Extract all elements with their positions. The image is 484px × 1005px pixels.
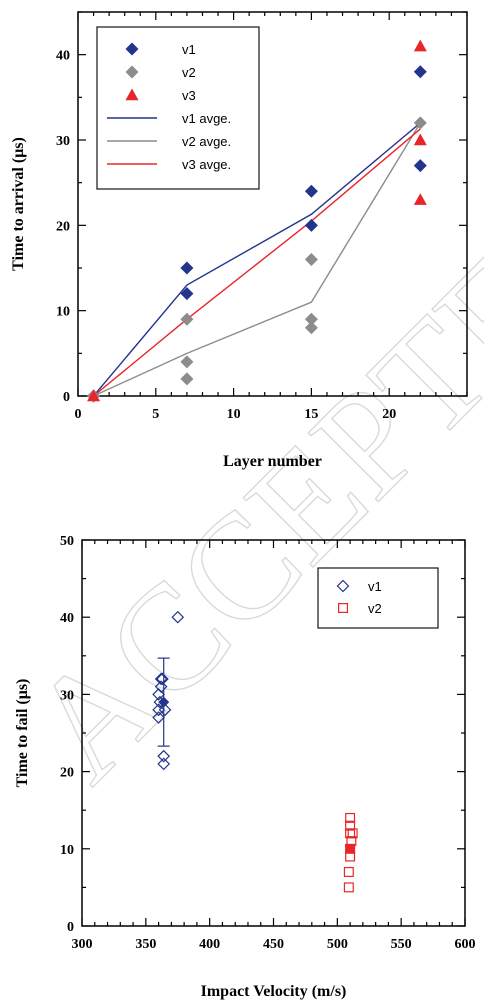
v2-point <box>304 252 318 266</box>
v1-point <box>158 703 172 717</box>
v2-avge-line <box>93 122 421 397</box>
legend-swatch-marker <box>125 88 139 101</box>
legend-label: v1 <box>182 42 196 57</box>
legend-label: v2 avge. <box>182 134 231 149</box>
legend-swatch-marker <box>125 42 139 56</box>
v2-point <box>345 820 356 831</box>
failure-y-axis-title: Time to fail (μs) <box>14 679 31 788</box>
failure-legend-box <box>317 567 439 629</box>
v1-avge-line <box>93 122 421 397</box>
v1-point <box>152 688 165 701</box>
v2-point <box>343 866 354 877</box>
failure-x-tick-label: 550 <box>391 937 412 952</box>
failure-x-tick-label: 450 <box>263 937 284 952</box>
legend-swatch-marker <box>125 65 139 79</box>
failure-x-tick-label: 300 <box>72 937 93 952</box>
v2-point <box>180 312 194 326</box>
v2-point <box>180 355 194 369</box>
v2-point <box>343 882 354 893</box>
failure-y-tick-label: 30 <box>60 688 74 703</box>
arrival-x-axis-title: Layer number <box>223 453 322 470</box>
arrival-y-tick-label: 30 <box>56 134 70 149</box>
arrival-legend-box <box>96 26 260 190</box>
v2-point <box>304 321 318 335</box>
v2-point <box>413 116 427 130</box>
v1-point <box>304 218 318 232</box>
arrival-y-tick-label: 40 <box>56 49 70 64</box>
failure-y-tick-label: 10 <box>60 843 74 858</box>
failure-time-chart: 300 350 400 450 500 550 600 0 10 20 30 40 50 Impact V… <box>14 534 476 1000</box>
v1-point <box>154 672 168 686</box>
v3-avge-line <box>93 128 421 397</box>
v1-point <box>413 65 427 79</box>
arrival-y-axis-title: Time to arrival (μs) <box>10 137 27 271</box>
v1-point <box>180 287 194 301</box>
failure-x-tick-label: 600 <box>455 937 476 952</box>
failure-x-tick-label: 400 <box>199 937 220 952</box>
arrival-y-tick-label: 20 <box>56 219 70 234</box>
legend-swatch-marker <box>338 602 349 613</box>
arrival-x-tick-label: 10 <box>227 407 241 422</box>
failure-y-tick-label: 0 <box>67 920 74 935</box>
v1-point <box>171 610 185 624</box>
v1-point <box>152 703 165 717</box>
v1-point <box>180 261 194 275</box>
arrival-time-chart: 0 5 10 15 20 0 10 20 30 40 Layer number Time to arr… <box>10 11 468 470</box>
arrival-y-tick-label: 10 <box>56 305 70 320</box>
legend-label: v3 avge. <box>182 157 231 172</box>
legend-label: v1 <box>368 579 382 594</box>
v3-point <box>87 389 101 402</box>
v1-point <box>413 159 427 173</box>
v1-point <box>157 749 171 763</box>
arrival-x-tick-label: 0 <box>75 407 82 422</box>
legend-label: v1 avge. <box>182 111 231 126</box>
v1-point <box>154 680 168 694</box>
arrival-y-tick-label: 0 <box>63 390 70 405</box>
v3-point <box>413 39 427 52</box>
legend-label: v3 <box>182 88 196 103</box>
v2-mean-point <box>345 844 355 854</box>
v1-point <box>304 184 318 198</box>
v2-point <box>347 828 358 839</box>
v1-point <box>152 711 165 724</box>
v1-point <box>157 757 171 771</box>
arrival-plot-frame <box>77 11 468 397</box>
arrival-x-tick-label: 20 <box>382 407 396 422</box>
failure-y-tick-label: 20 <box>60 766 74 781</box>
legend-label: v2 <box>182 65 196 80</box>
v2-point <box>304 312 318 326</box>
legend-label: v2 <box>368 601 382 616</box>
failure-x-tick-label: 500 <box>327 937 348 952</box>
arrival-x-tick-label: 5 <box>152 407 159 422</box>
v2-point <box>180 372 194 386</box>
v1-mean-point <box>158 696 170 708</box>
failure-y-tick-label: 40 <box>60 611 74 626</box>
legend-swatch-marker <box>336 579 350 593</box>
failure-x-axis-title: Impact Velocity (m/s) <box>201 983 347 1000</box>
failure-y-tick-label: 50 <box>60 534 74 549</box>
arrival-x-tick-label: 15 <box>304 407 318 422</box>
v1-point <box>156 672 169 686</box>
failure-x-tick-label: 350 <box>135 937 156 952</box>
v2-point <box>345 812 356 823</box>
v3-point <box>413 193 427 205</box>
v3-point <box>413 133 427 146</box>
